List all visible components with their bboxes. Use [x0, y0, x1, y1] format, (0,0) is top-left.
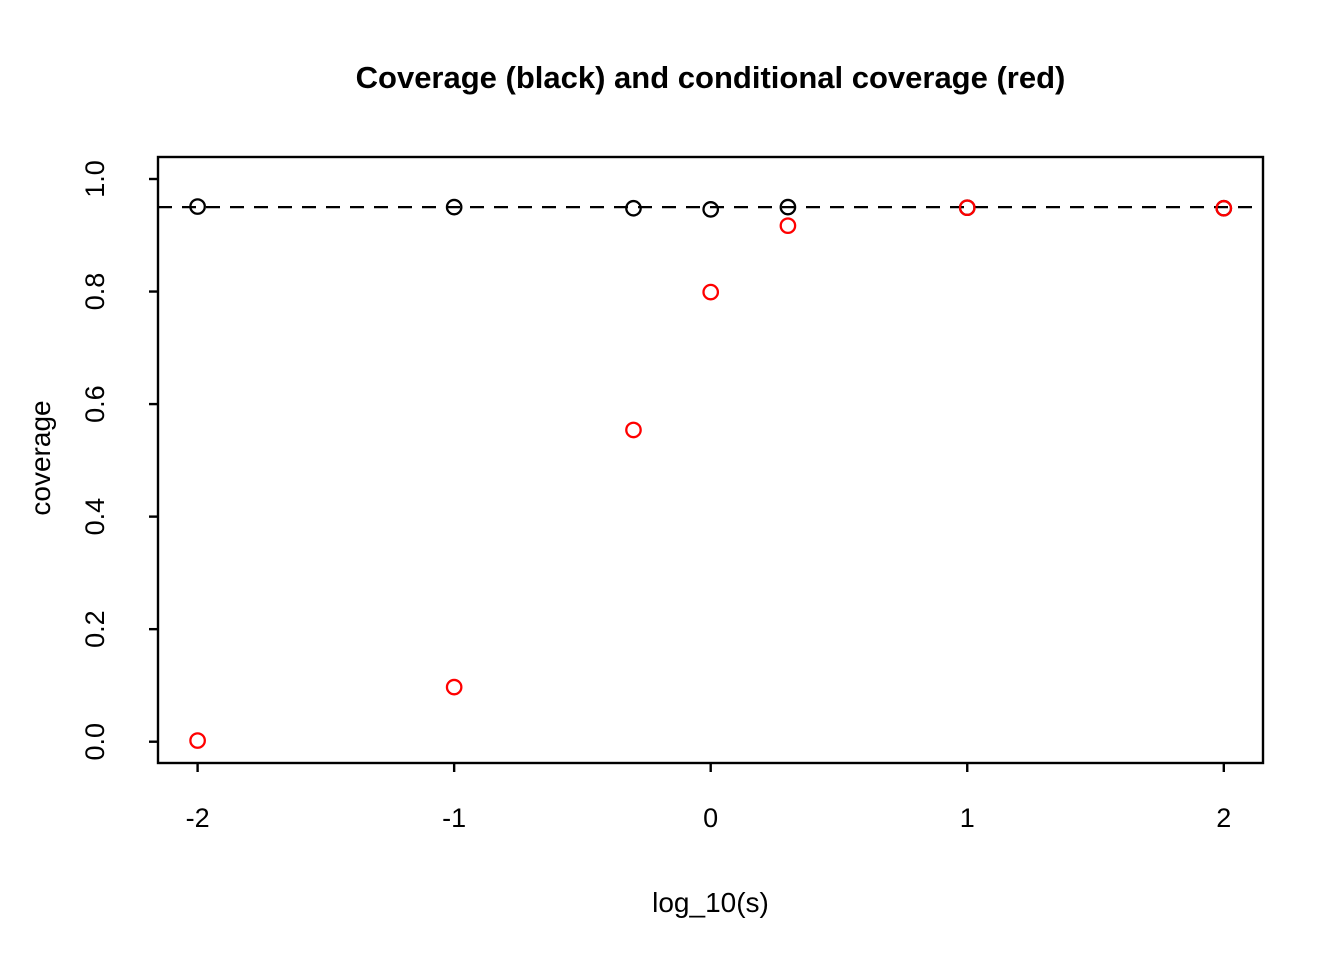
y-tick-label: 0.8 — [80, 273, 110, 311]
x-tick-label: -2 — [186, 803, 210, 833]
data-point-coverage — [625, 199, 642, 217]
data-point-conditional-coverage — [958, 199, 976, 217]
data-point-coverage — [445, 198, 463, 216]
y-tick-label: 0.2 — [80, 610, 110, 648]
chart-title: Coverage (black) and conditional coverag… — [355, 60, 1066, 95]
data-point-conditional-coverage — [625, 421, 642, 439]
data-point-conditional-coverage — [445, 678, 463, 696]
x-tick-label: 2 — [1216, 803, 1231, 833]
data-point-coverage — [702, 201, 720, 218]
data-point-coverage — [779, 198, 797, 216]
x-tick-label: -1 — [442, 803, 466, 833]
x-tick-label: 1 — [960, 803, 975, 833]
y-tick-label: 0.6 — [80, 385, 110, 423]
y-tick-label: 1.0 — [80, 160, 110, 198]
data-point-conditional-coverage — [779, 217, 797, 235]
data-point-coverage — [189, 198, 206, 215]
plot-border — [156, 155, 1265, 765]
data-point-conditional-coverage — [189, 732, 206, 749]
y-tick-label: 0.0 — [80, 723, 110, 761]
data-point-conditional-coverage — [702, 283, 720, 301]
data-point-conditional-coverage — [1215, 199, 1233, 217]
x-tick-label: 0 — [703, 803, 718, 833]
x-axis-label: log_10(s) — [652, 887, 769, 918]
y-tick-label: 0.4 — [80, 498, 110, 536]
